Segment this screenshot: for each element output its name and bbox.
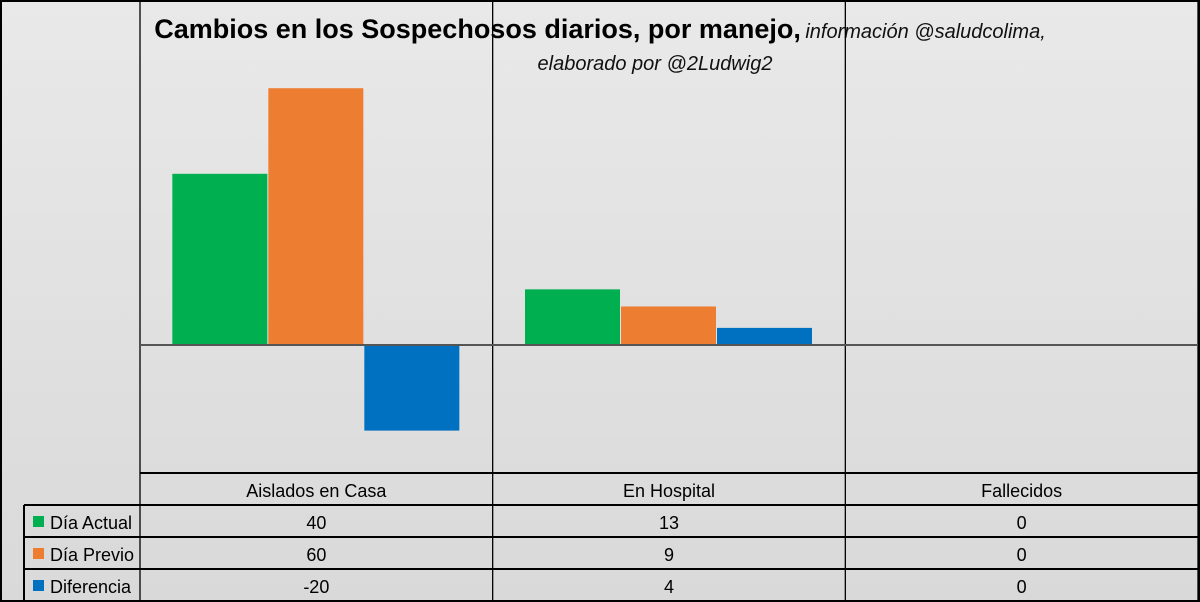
legend-key (33, 580, 44, 591)
bar-3-1 (364, 345, 460, 431)
legend-label: Día Previo (50, 545, 134, 565)
table-category-label: Aislados en Casa (246, 481, 387, 501)
bar-1-1 (172, 173, 268, 345)
table-category-label: Fallecidos (981, 481, 1062, 501)
bar-2-1 (268, 88, 364, 345)
legend-key (33, 548, 44, 559)
legend-key (33, 516, 44, 527)
legend-label: Día Actual (50, 513, 132, 533)
table-value: 60 (306, 545, 326, 565)
table-value: 40 (306, 513, 326, 533)
table-value: 9 (664, 545, 674, 565)
legend-label: Diferencia (50, 577, 132, 597)
table-value: 0 (1017, 545, 1027, 565)
table-value: -20 (303, 577, 329, 597)
table-value: 0 (1017, 577, 1027, 597)
bar-2-2 (621, 306, 716, 345)
chart-title: Cambios en los Sospechosos diarios, por … (2, 16, 1198, 43)
bar-1-2 (525, 289, 620, 345)
bar-3-2 (717, 327, 812, 345)
table-value: 0 (1017, 513, 1027, 533)
table-category-label: En Hospital (623, 481, 715, 501)
title-credit: elaborado por @2Ludwig2 (537, 53, 773, 75)
title-main: Cambios en los Sospechosos diarios, por … (154, 14, 801, 44)
title-source: información @saludcolima, (805, 21, 1046, 43)
table-value: 13 (659, 513, 679, 533)
table-value: 4 (664, 577, 674, 597)
